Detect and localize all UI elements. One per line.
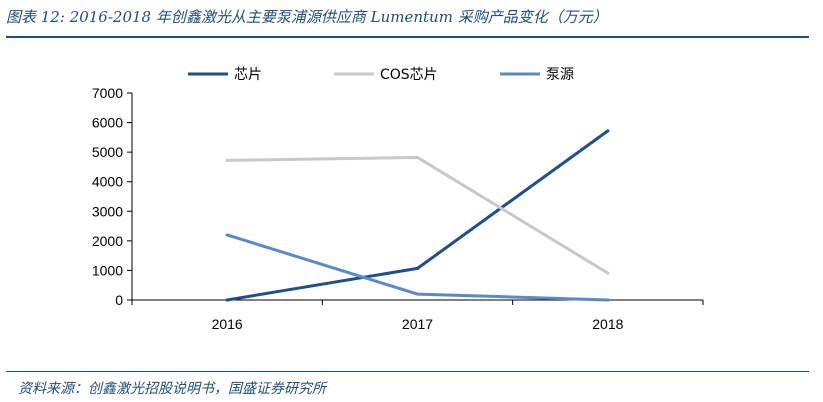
data-point: [606, 271, 610, 275]
series-lines: [225, 129, 610, 302]
y-tick-label: 7000: [92, 85, 123, 101]
source-divider: [6, 371, 809, 372]
y-tick-label: 1000: [92, 262, 123, 278]
legend-label-3: 泵源: [546, 67, 574, 83]
x-tick-label: 2018: [592, 316, 623, 332]
y-tick-label: 6000: [92, 115, 123, 131]
figure-title: 图表 12: 2016-2018 年创鑫激光从主要泵浦源供应商 Lumentum…: [6, 8, 608, 26]
data-point: [606, 129, 610, 133]
source-note: 资料来源：创鑫激光招股说明书，国盛证券研究所: [18, 381, 326, 397]
title-divider: [6, 36, 809, 38]
data-point: [606, 298, 610, 302]
y-axis: 0 1000 2000 3000 4000 5000 6000 7000: [92, 85, 133, 308]
legend: 芯片 COS芯片 泵源: [188, 67, 574, 83]
x-tick-label: 2017: [402, 316, 433, 332]
line-chart: 芯片 COS芯片 泵源 01000200030004000500060007000 …: [92, 67, 704, 332]
data-point: [416, 155, 419, 159]
data-point: [225, 233, 229, 237]
data-point: [225, 158, 229, 162]
data-point: [416, 266, 419, 270]
data-point: [416, 292, 419, 296]
legend-label-2: COS芯片: [380, 67, 438, 83]
y-tick-label: 5000: [92, 144, 123, 160]
y-tick-label: 3000: [92, 203, 123, 219]
y-tick-label: 0: [115, 292, 123, 308]
series-line-2: [225, 155, 610, 275]
x-tick-label: 2016: [212, 316, 243, 332]
data-point: [225, 298, 229, 302]
y-tick-label: 2000: [92, 233, 123, 249]
y-tick-label: 4000: [92, 174, 123, 190]
legend-label-1: 芯片: [234, 67, 262, 83]
x-axis: 2016 2017 2018: [131, 299, 704, 332]
